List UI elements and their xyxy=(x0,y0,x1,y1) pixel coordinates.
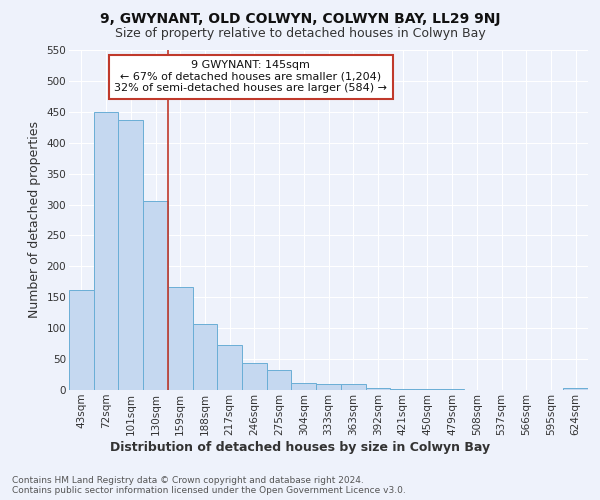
Text: Contains HM Land Registry data © Crown copyright and database right 2024.
Contai: Contains HM Land Registry data © Crown c… xyxy=(12,476,406,495)
Text: Size of property relative to detached houses in Colwyn Bay: Size of property relative to detached ho… xyxy=(115,28,485,40)
Bar xyxy=(118,120,143,390)
Bar xyxy=(168,288,193,390)
Bar xyxy=(316,384,341,390)
Bar xyxy=(143,202,168,390)
Y-axis label: Number of detached properties: Number of detached properties xyxy=(28,122,41,318)
Bar xyxy=(365,388,390,390)
Text: Distribution of detached houses by size in Colwyn Bay: Distribution of detached houses by size … xyxy=(110,441,490,454)
Bar xyxy=(267,370,292,390)
Bar xyxy=(341,384,365,390)
Bar xyxy=(563,388,588,390)
Bar xyxy=(94,112,118,390)
Text: 9 GWYNANT: 145sqm
← 67% of detached houses are smaller (1,204)
32% of semi-detac: 9 GWYNANT: 145sqm ← 67% of detached hous… xyxy=(114,60,387,94)
Bar xyxy=(193,324,217,390)
Bar xyxy=(292,382,316,390)
Bar xyxy=(69,290,94,390)
Text: 9, GWYNANT, OLD COLWYN, COLWYN BAY, LL29 9NJ: 9, GWYNANT, OLD COLWYN, COLWYN BAY, LL29… xyxy=(100,12,500,26)
Bar xyxy=(217,346,242,390)
Bar xyxy=(242,363,267,390)
